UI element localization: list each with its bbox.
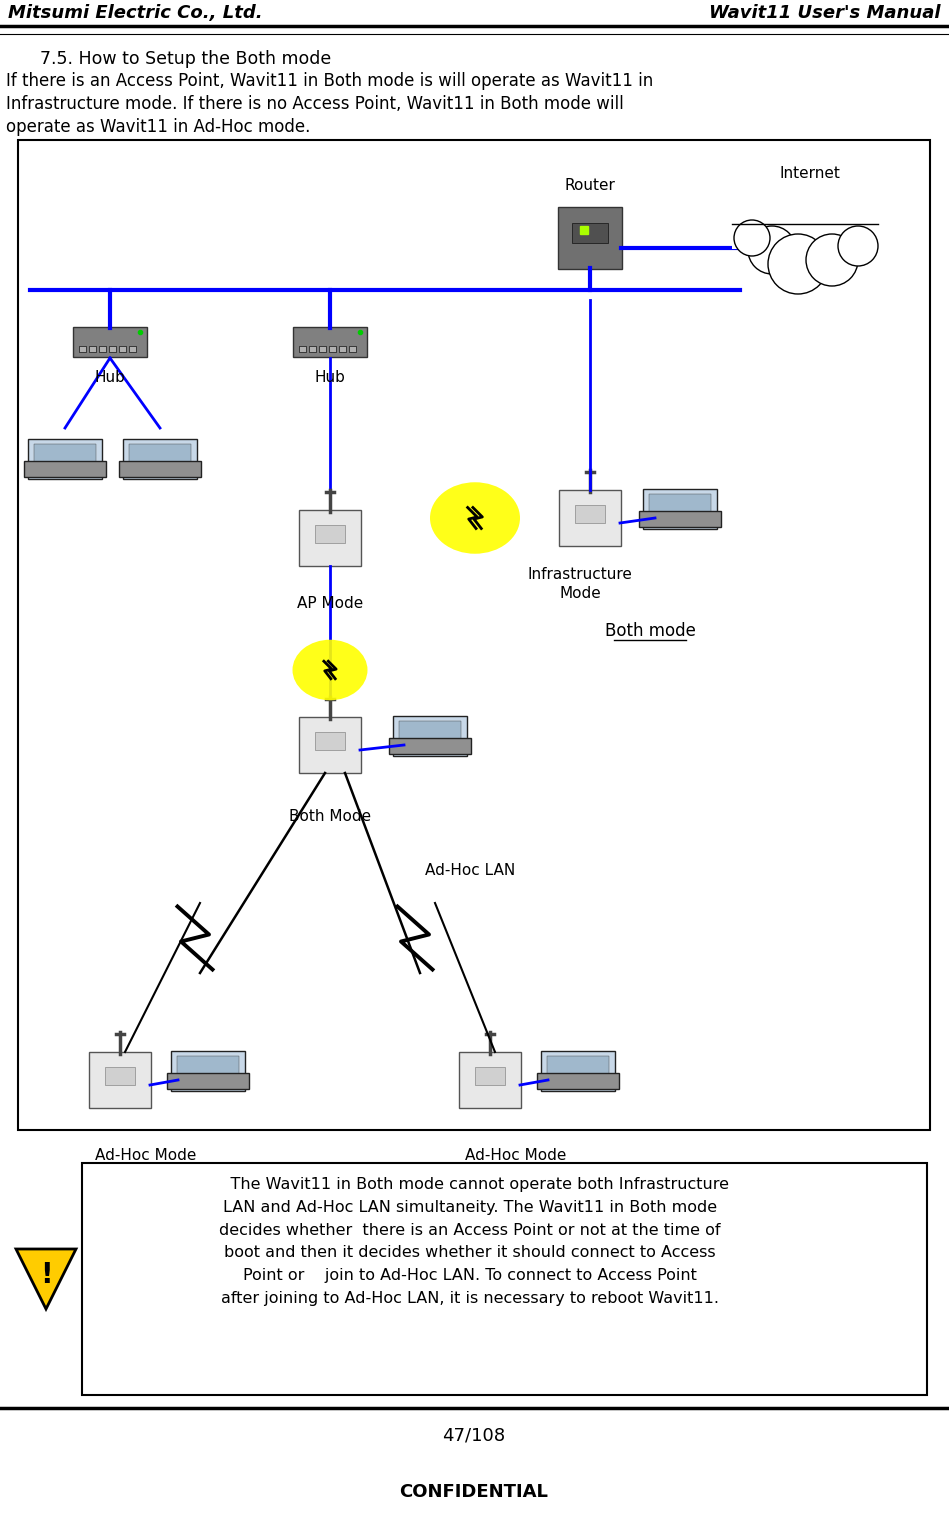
Text: Hub: Hub bbox=[95, 370, 125, 385]
Text: Internet: Internet bbox=[779, 167, 841, 180]
FancyBboxPatch shape bbox=[299, 510, 361, 565]
Bar bbox=[547, 1056, 609, 1086]
FancyBboxPatch shape bbox=[299, 717, 361, 773]
Text: Both Mode: Both Mode bbox=[288, 808, 371, 824]
Bar bbox=[89, 345, 96, 351]
Bar bbox=[119, 345, 126, 351]
Circle shape bbox=[806, 234, 858, 286]
Ellipse shape bbox=[292, 640, 367, 700]
Text: Ad-Hoc Mode: Ad-Hoc Mode bbox=[95, 1148, 196, 1163]
Text: Wavit11 User's Manual: Wavit11 User's Manual bbox=[710, 5, 941, 21]
FancyBboxPatch shape bbox=[643, 489, 717, 529]
Bar bbox=[339, 345, 346, 351]
Text: Ad-Hoc LAN: Ad-Hoc LAN bbox=[425, 863, 515, 879]
Circle shape bbox=[734, 220, 770, 257]
Text: Hub: Hub bbox=[314, 370, 345, 385]
FancyBboxPatch shape bbox=[167, 1073, 249, 1089]
Text: !: ! bbox=[40, 1261, 52, 1290]
Bar bbox=[649, 494, 711, 524]
Bar bbox=[315, 526, 345, 542]
Circle shape bbox=[768, 234, 828, 293]
FancyBboxPatch shape bbox=[639, 510, 721, 527]
FancyBboxPatch shape bbox=[389, 738, 471, 753]
Text: Infrastructure
Mode: Infrastructure Mode bbox=[528, 567, 632, 601]
Bar bbox=[399, 721, 461, 750]
Text: Both mode: Both mode bbox=[605, 622, 696, 640]
Ellipse shape bbox=[430, 483, 520, 553]
FancyBboxPatch shape bbox=[541, 1051, 615, 1091]
Bar bbox=[129, 445, 191, 474]
FancyBboxPatch shape bbox=[82, 1163, 927, 1395]
Bar bbox=[349, 345, 356, 351]
Bar bbox=[34, 445, 96, 474]
Text: CONFIDENTIAL: CONFIDENTIAL bbox=[400, 1484, 549, 1500]
FancyBboxPatch shape bbox=[171, 1051, 245, 1091]
Bar bbox=[572, 223, 608, 243]
Text: AP Mode: AP Mode bbox=[297, 596, 363, 611]
Bar bbox=[105, 1067, 135, 1085]
Text: Infrastructure mode. If there is no Access Point, Wavit11 in Both mode will: Infrastructure mode. If there is no Acce… bbox=[6, 95, 623, 113]
Bar bbox=[109, 345, 116, 351]
FancyBboxPatch shape bbox=[28, 439, 102, 478]
Text: 47/108: 47/108 bbox=[442, 1427, 506, 1445]
FancyBboxPatch shape bbox=[393, 717, 467, 756]
Bar bbox=[79, 345, 86, 351]
FancyBboxPatch shape bbox=[559, 490, 621, 545]
Text: operate as Wavit11 in Ad-Hoc mode.: operate as Wavit11 in Ad-Hoc mode. bbox=[6, 118, 310, 136]
Text: If there is an Access Point, Wavit11 in Both mode is will operate as Wavit11 in: If there is an Access Point, Wavit11 in … bbox=[6, 72, 653, 90]
FancyBboxPatch shape bbox=[558, 206, 622, 269]
Bar bbox=[575, 504, 605, 523]
Bar bbox=[319, 345, 326, 351]
Bar bbox=[329, 345, 336, 351]
Bar bbox=[177, 1056, 239, 1086]
Bar bbox=[315, 732, 345, 750]
Circle shape bbox=[838, 226, 878, 266]
Text: 7.5. How to Setup the Both mode: 7.5. How to Setup the Both mode bbox=[18, 50, 331, 69]
FancyBboxPatch shape bbox=[293, 327, 367, 358]
Bar bbox=[129, 345, 136, 351]
Bar bbox=[732, 214, 888, 249]
FancyBboxPatch shape bbox=[123, 439, 197, 478]
FancyBboxPatch shape bbox=[459, 1051, 521, 1108]
Bar bbox=[309, 345, 316, 351]
Bar bbox=[299, 345, 306, 351]
Bar bbox=[99, 345, 106, 351]
FancyBboxPatch shape bbox=[537, 1073, 619, 1089]
Circle shape bbox=[748, 226, 796, 274]
Text: Ad-Hoc Mode: Ad-Hoc Mode bbox=[465, 1148, 567, 1163]
FancyBboxPatch shape bbox=[73, 327, 147, 358]
Polygon shape bbox=[16, 1248, 76, 1309]
Bar bbox=[475, 1067, 505, 1085]
Text: Router: Router bbox=[565, 177, 616, 193]
FancyBboxPatch shape bbox=[119, 461, 201, 477]
FancyBboxPatch shape bbox=[89, 1051, 151, 1108]
FancyBboxPatch shape bbox=[18, 141, 930, 1131]
FancyBboxPatch shape bbox=[24, 461, 106, 477]
Text: Mitsumi Electric Co., Ltd.: Mitsumi Electric Co., Ltd. bbox=[8, 5, 263, 21]
Text: The Wavit11 in Both mode cannot operate both Infrastructure
LAN and Ad-Hoc LAN s: The Wavit11 in Both mode cannot operate … bbox=[211, 1177, 730, 1306]
